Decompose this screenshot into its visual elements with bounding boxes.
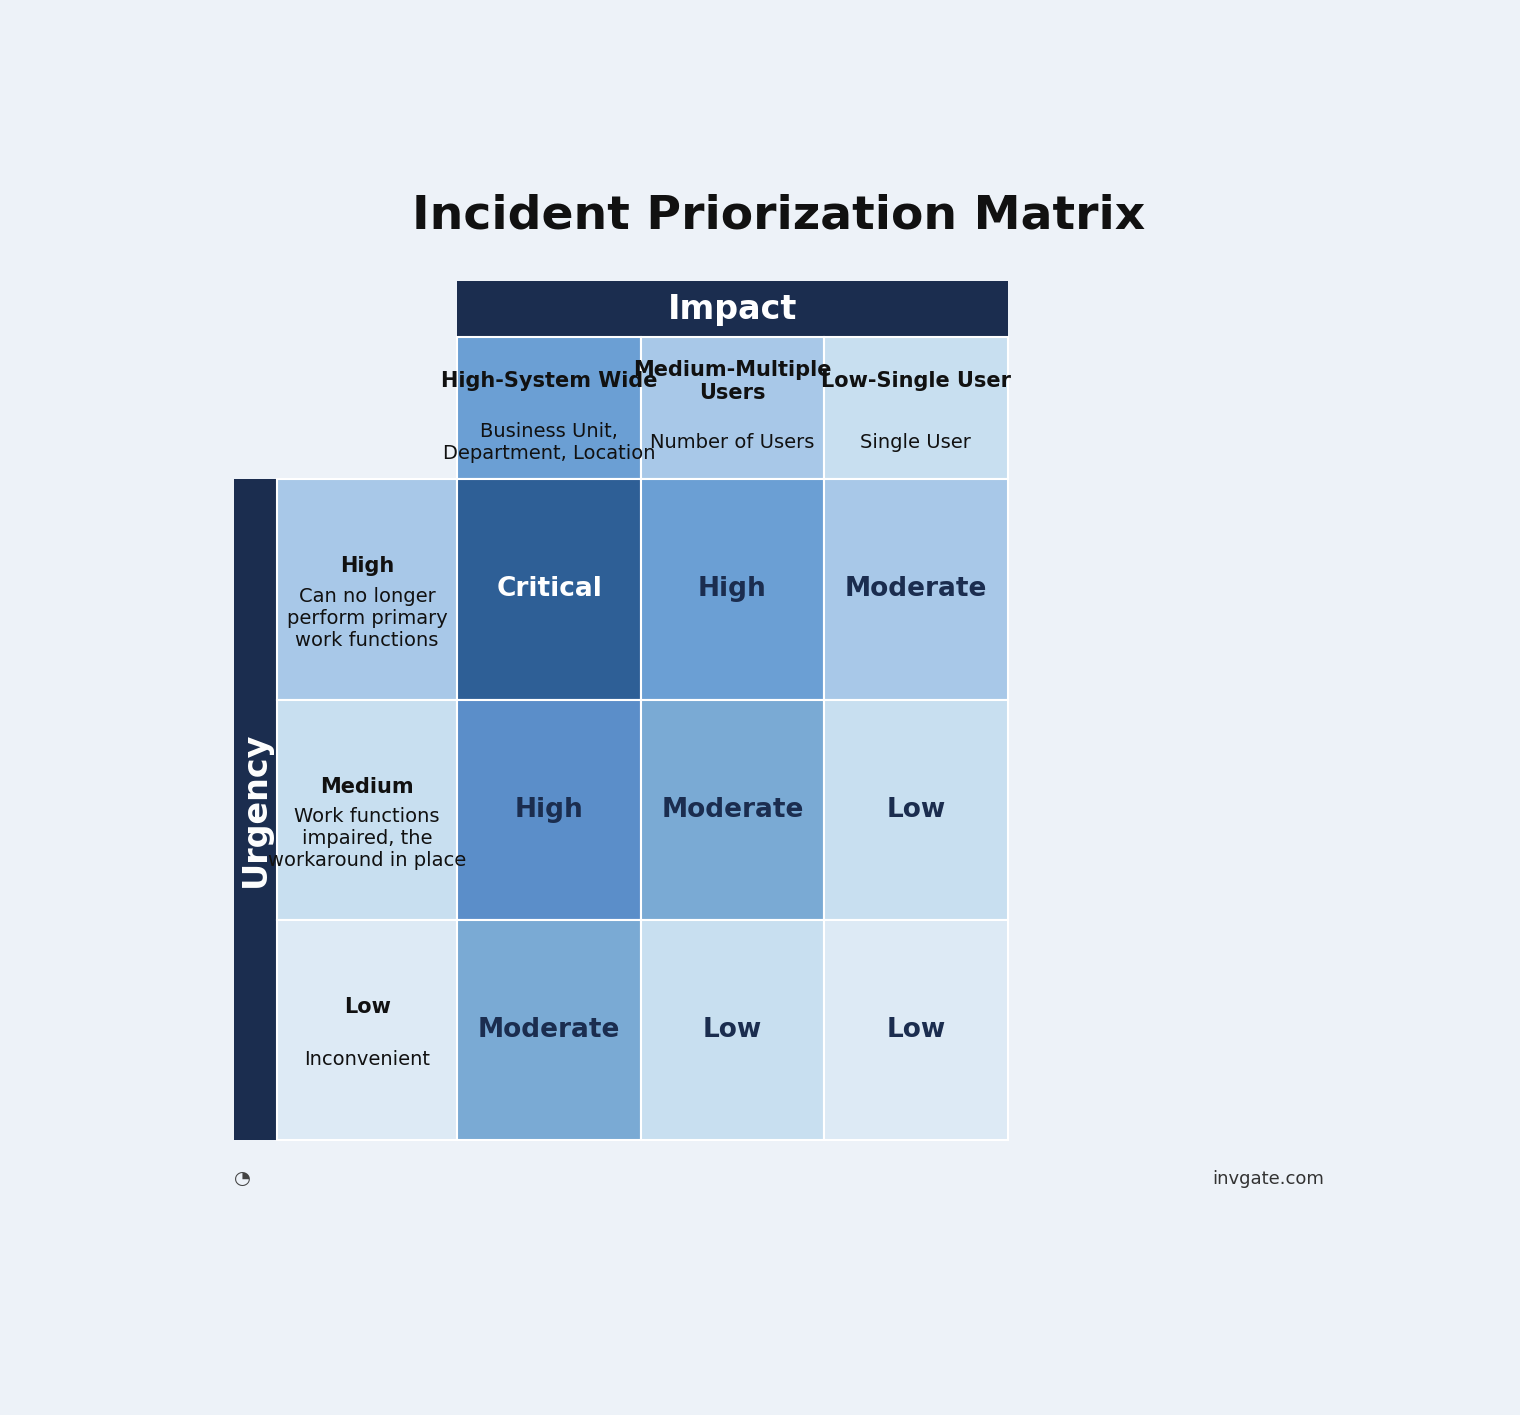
Bar bbox=[458, 480, 641, 699]
Bar bbox=[458, 337, 641, 480]
Text: High: High bbox=[340, 556, 394, 576]
Bar bbox=[458, 920, 641, 1140]
Text: Work functions
impaired, the
workaround in place: Work functions impaired, the workaround … bbox=[268, 808, 467, 870]
Text: Low: Low bbox=[886, 797, 945, 822]
Text: Inconvenient: Inconvenient bbox=[304, 1050, 430, 1068]
Bar bbox=[824, 699, 1008, 920]
Bar bbox=[824, 920, 1008, 1140]
Text: Impact: Impact bbox=[667, 293, 796, 325]
Bar bbox=[824, 337, 1008, 480]
Text: Low: Low bbox=[702, 1017, 762, 1043]
Text: Medium-Multiple
Users: Medium-Multiple Users bbox=[634, 359, 831, 403]
Text: Low-Single User: Low-Single User bbox=[821, 371, 1011, 391]
Text: Urgency: Urgency bbox=[239, 732, 272, 887]
Text: Low: Low bbox=[886, 1017, 945, 1043]
Bar bbox=[824, 480, 1008, 699]
Bar bbox=[234, 480, 277, 1140]
Bar bbox=[641, 337, 824, 480]
Bar bbox=[277, 699, 458, 920]
Text: Can no longer
perform primary
work functions: Can no longer perform primary work funct… bbox=[287, 587, 447, 651]
Text: Business Unit,
Department, Location: Business Unit, Department, Location bbox=[442, 422, 655, 463]
Text: Low: Low bbox=[344, 996, 391, 1017]
Text: Single User: Single User bbox=[860, 433, 971, 453]
Text: High-System Wide: High-System Wide bbox=[441, 371, 657, 391]
Text: Critical: Critical bbox=[496, 576, 602, 603]
Text: ◔: ◔ bbox=[234, 1169, 251, 1189]
Bar bbox=[277, 480, 458, 699]
Text: High: High bbox=[698, 576, 768, 603]
Text: Moderate: Moderate bbox=[845, 576, 986, 603]
Bar bbox=[277, 920, 458, 1140]
Bar bbox=[641, 699, 824, 920]
Text: Moderate: Moderate bbox=[477, 1017, 620, 1043]
Text: Medium: Medium bbox=[321, 777, 413, 797]
Bar bbox=[458, 699, 641, 920]
Bar bbox=[641, 480, 824, 699]
Text: invgate.com: invgate.com bbox=[1211, 1170, 1324, 1187]
Text: Number of Users: Number of Users bbox=[651, 433, 815, 453]
Text: Moderate: Moderate bbox=[661, 797, 804, 822]
Bar bbox=[641, 920, 824, 1140]
Text: High: High bbox=[515, 797, 584, 822]
Text: Incident Priorization Matrix: Incident Priorization Matrix bbox=[412, 194, 1146, 239]
Bar bbox=[458, 282, 1008, 337]
